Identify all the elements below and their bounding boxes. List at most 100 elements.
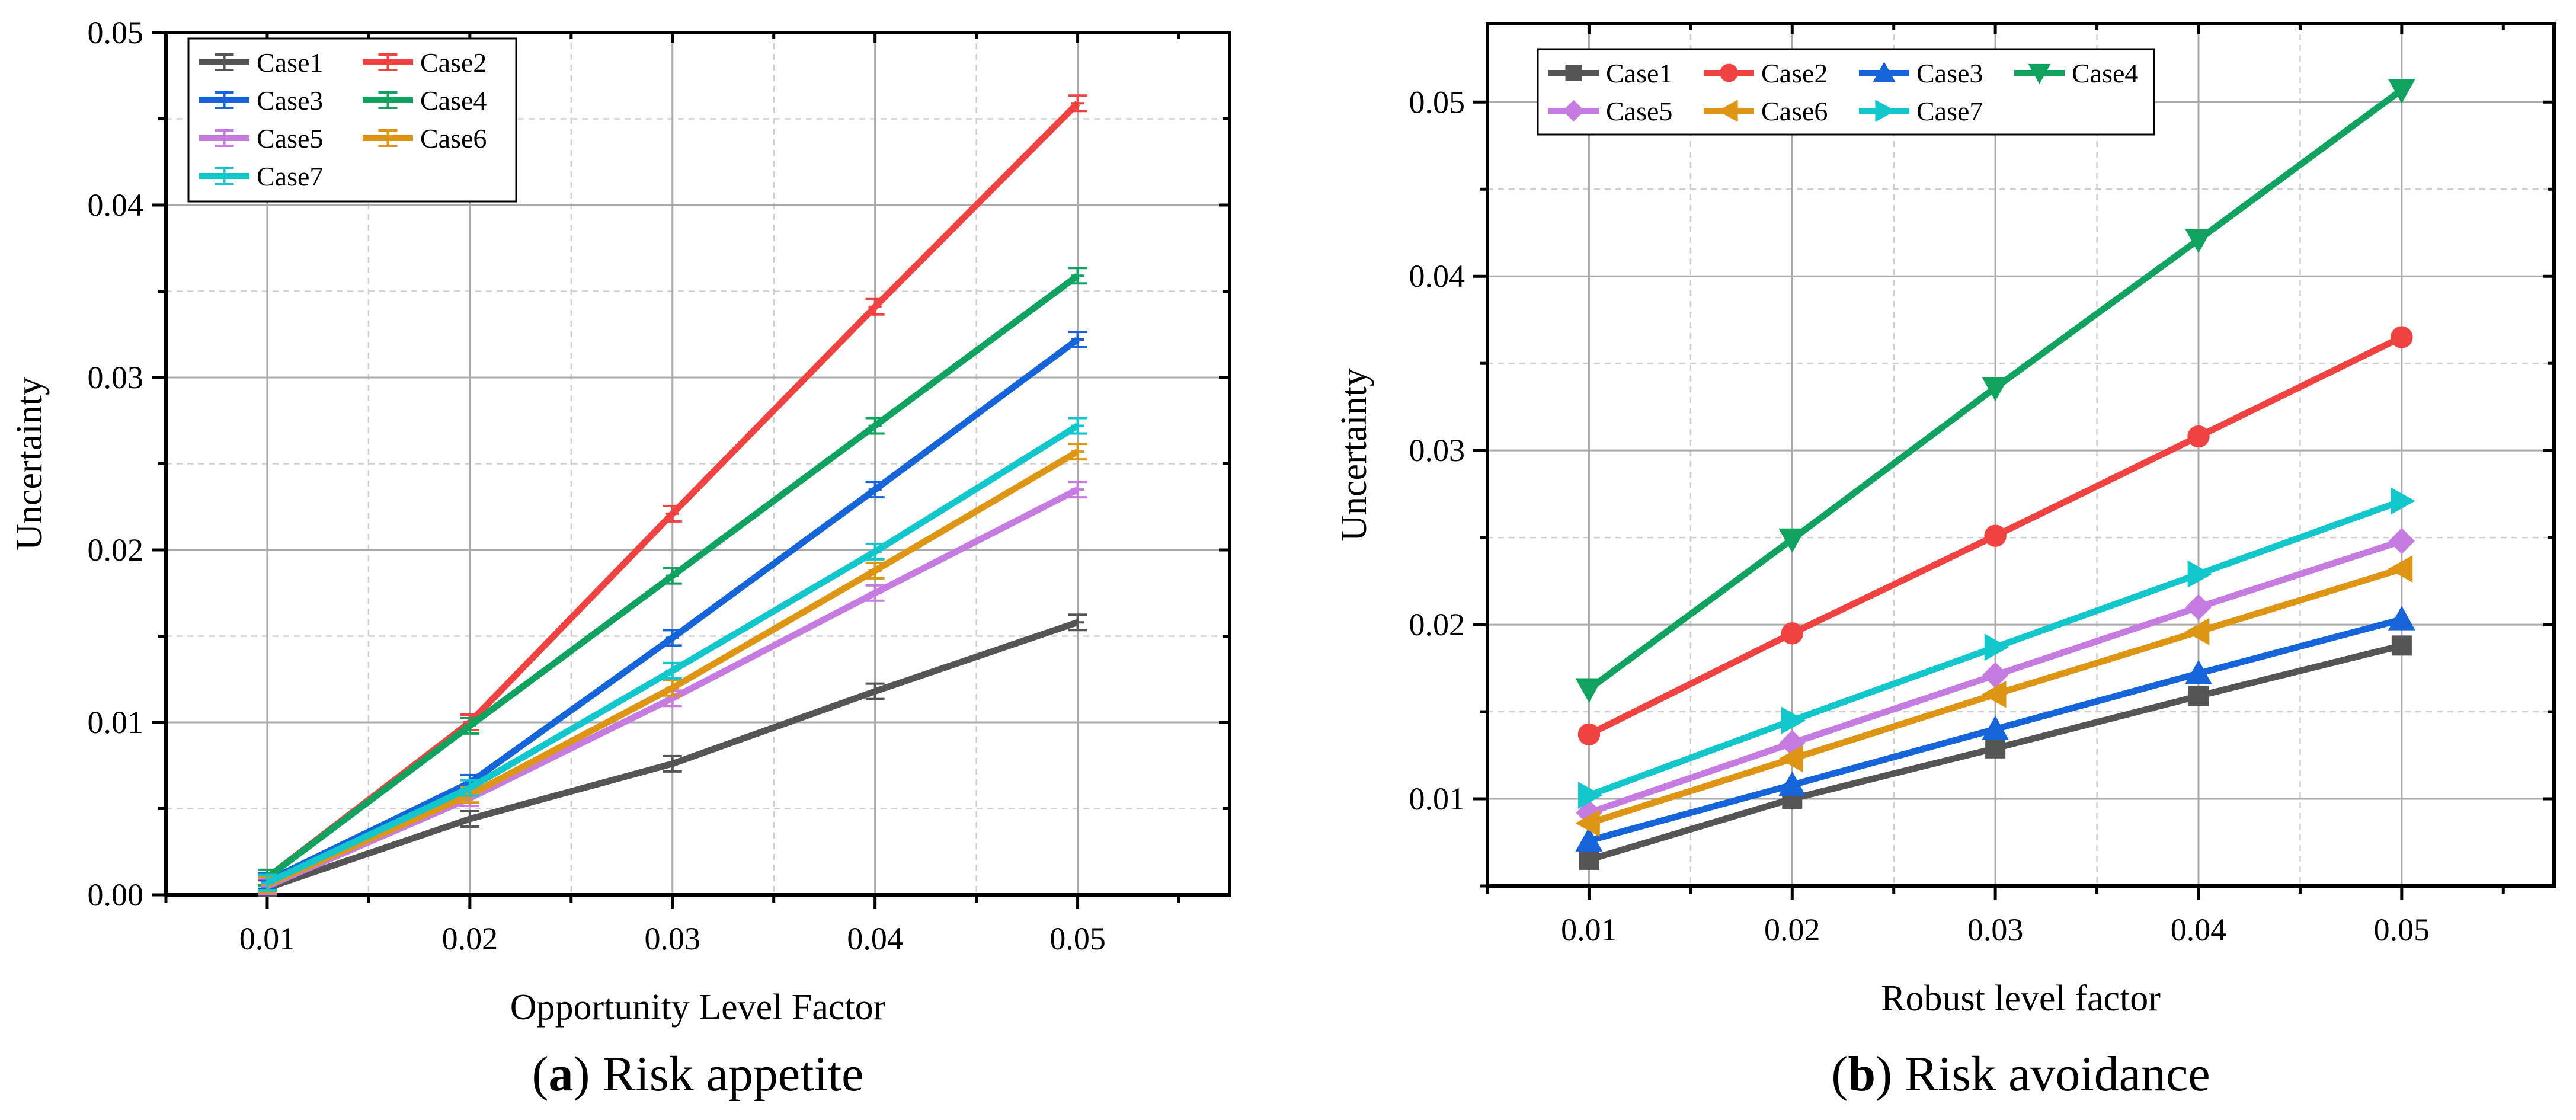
x-tick-label: 0.05: [1049, 921, 1106, 956]
data-point: [663, 567, 682, 585]
data-point: [865, 417, 885, 435]
legend-entry: Case4: [2014, 58, 2138, 88]
data-point: [1778, 528, 1806, 553]
data-point: [1982, 680, 2007, 708]
legend-marker: [215, 129, 234, 147]
series-case4: [1575, 79, 2415, 703]
legend-marker: [215, 53, 234, 71]
data-point: [1985, 738, 2006, 759]
legend-entry: Case1: [1548, 58, 1672, 88]
y-tick-label: 0.01: [88, 705, 144, 740]
y-axis-title: Uncertainty: [1334, 368, 1374, 542]
panel-caption: (b) Risk avoidance: [1831, 1047, 2210, 1102]
data-point: [2391, 487, 2415, 515]
series-case1: [257, 613, 1087, 897]
legend-marker: [1875, 100, 1896, 122]
data-point: [1578, 782, 1603, 809]
series-case6: [1575, 555, 2413, 837]
data-point: [865, 682, 885, 700]
data-point: [1068, 417, 1087, 435]
legend-label: Case5: [1606, 96, 1672, 126]
chart-panel-a: 0.01 0.02 0.03 0.04 0.05 0.00 0.01 0.02 0.03 0.04…: [9, 15, 1231, 1102]
legend-marker: [1565, 65, 1582, 81]
caption-close: ): [574, 1047, 590, 1102]
caption-space: [590, 1047, 603, 1102]
series-case5: [1576, 527, 2415, 826]
y-tick-label: 0.03: [1409, 433, 1465, 468]
data-point: [2388, 606, 2415, 631]
data-point: [663, 629, 682, 647]
legend-label: Case7: [1916, 96, 1983, 126]
data-point: [1779, 729, 1806, 757]
data-point: [865, 481, 885, 499]
y-tick-label: 0.04: [1409, 258, 1465, 294]
legend-label: Case5: [257, 123, 323, 153]
data-point: [663, 661, 682, 680]
data-point: [2185, 229, 2212, 254]
y-tick-label: 0.00: [88, 877, 144, 913]
data-point: [1984, 524, 2007, 547]
legend-entry: Case3: [199, 85, 323, 116]
legend-label: Case2: [1761, 58, 1828, 88]
caption-open: (: [1831, 1047, 1848, 1102]
caption-text: Risk appetite: [603, 1047, 864, 1102]
legend-marker: [378, 129, 398, 147]
x-tick-label: 0.01: [239, 921, 296, 956]
data-point: [1781, 622, 1803, 645]
legend-label: Case6: [420, 123, 487, 153]
data-point: [2187, 560, 2212, 588]
x-tick-label: 0.02: [1764, 912, 1820, 948]
data-point: [460, 779, 479, 797]
legend-marker: [2028, 63, 2051, 84]
y-axis-title: Uncertainty: [9, 377, 50, 551]
data-point: [1068, 481, 1087, 499]
axis-ticks: [1473, 24, 2554, 900]
data-point: [2388, 527, 2415, 555]
legend-marker: [1720, 63, 1738, 82]
legend-marker: [1873, 62, 1896, 82]
x-tick-label: 0.03: [645, 921, 701, 956]
data-point: [663, 754, 682, 773]
y-tick-label: 0.05: [1409, 84, 1465, 120]
legend-entry: Case6: [363, 123, 487, 153]
axes-frame: [1486, 22, 2556, 888]
data-point: [1575, 809, 1600, 837]
data-point: [865, 542, 885, 561]
data-point: [2188, 686, 2209, 706]
legend-entry: Case5: [1548, 96, 1672, 126]
caption-close: ): [1876, 1047, 1892, 1102]
data-point: [1984, 633, 2009, 661]
legend-marker: [378, 53, 398, 71]
data-point: [2185, 594, 2212, 620]
data-point: [1982, 715, 2009, 740]
legend-label: Case3: [257, 85, 323, 116]
series-case3: [1575, 606, 2415, 852]
data-point: [865, 561, 885, 580]
data-point: [1068, 267, 1087, 285]
series-case7: [1578, 487, 2415, 809]
legend-entry: Case2: [1704, 58, 1828, 88]
data-point: [1778, 771, 1806, 796]
data-point: [865, 297, 885, 316]
chart-panel-b: 0.01 0.02 0.03 0.04 0.05 0.01 0.02 0.03 0.04 0.05…: [1334, 22, 2556, 1102]
data-point: [2185, 660, 2212, 684]
legend-marker: [378, 91, 398, 109]
series-case2: [1577, 326, 2413, 745]
data-point: [460, 716, 479, 735]
legend-label: Case6: [1761, 96, 1828, 126]
series-case1: [1579, 635, 2412, 870]
legend-entry: Case4: [363, 85, 487, 116]
data-point: [2388, 555, 2413, 583]
x-tick-label: 0.04: [847, 921, 903, 956]
legend-label: Case2: [420, 47, 487, 78]
legend-marker: [215, 167, 234, 185]
data-point: [2391, 635, 2412, 656]
legend-label: Case4: [2072, 58, 2138, 88]
legend-label: Case1: [1606, 58, 1672, 88]
legend-label: Case1: [257, 47, 323, 78]
legend-marker: [1717, 100, 1738, 122]
data-point: [1577, 723, 1601, 745]
data-point: [257, 873, 277, 892]
legend-entry: Case2: [363, 47, 487, 78]
data-point: [1068, 330, 1087, 348]
